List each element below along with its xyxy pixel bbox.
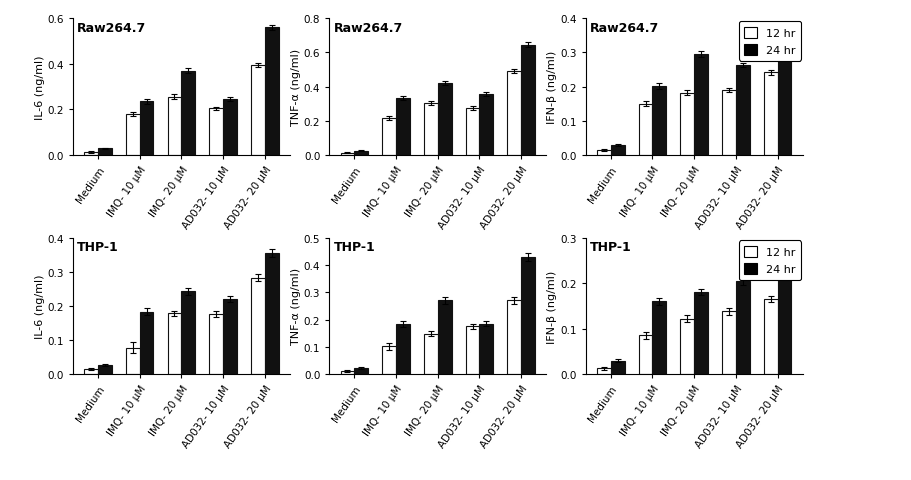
Bar [638,104,651,156]
Bar [735,66,749,156]
Bar [251,278,264,374]
Bar [651,87,666,156]
Bar [680,319,693,374]
Y-axis label: IFN-β (ng/ml): IFN-β (ng/ml) [547,270,557,343]
Bar [466,327,479,374]
Bar [382,347,395,374]
Bar [181,72,195,156]
Bar [354,151,368,156]
Y-axis label: TNF-α (ng/ml): TNF-α (ng/ml) [291,268,301,345]
Text: Raw264.7: Raw264.7 [589,22,659,35]
Bar [507,72,520,156]
Bar [597,150,610,156]
Bar [395,98,409,156]
Text: THP-1: THP-1 [333,241,375,254]
Text: THP-1: THP-1 [589,241,631,254]
Y-axis label: IL-6 (ng/ml): IL-6 (ng/ml) [35,274,45,338]
Bar [264,28,278,156]
Bar [209,109,223,156]
Bar [139,312,153,374]
Bar [340,154,354,156]
Bar [84,370,97,374]
Bar [84,153,97,156]
Bar [763,73,777,156]
Bar [223,300,237,374]
Legend: 12 hr, 24 hr: 12 hr, 24 hr [738,22,801,61]
Bar [466,108,479,156]
Bar [97,149,112,156]
Bar [264,253,278,374]
Bar [126,115,139,156]
Bar [395,324,409,374]
Bar [693,293,707,374]
Bar [722,91,735,156]
Bar [168,314,181,374]
Bar [181,292,195,374]
Bar [223,100,237,156]
Bar [680,94,693,156]
Bar [437,301,451,374]
Bar [777,260,791,374]
Bar [610,361,624,374]
Legend: 12 hr, 24 hr: 12 hr, 24 hr [738,241,801,280]
Bar [251,66,264,156]
Bar [340,371,354,374]
Text: Raw264.7: Raw264.7 [333,22,403,35]
Bar [722,312,735,374]
Text: THP-1: THP-1 [77,241,119,254]
Bar [520,46,535,156]
Y-axis label: IFN-β (ng/ml): IFN-β (ng/ml) [547,51,557,124]
Bar [424,104,437,156]
Y-axis label: IL-6 (ng/ml): IL-6 (ng/ml) [35,55,45,120]
Bar [763,300,777,374]
Bar [651,302,666,374]
Bar [382,119,395,156]
Bar [126,348,139,374]
Bar [168,97,181,156]
Bar [354,369,368,374]
Bar [437,84,451,156]
Bar [507,301,520,374]
Bar [139,102,153,156]
Bar [479,324,493,374]
Y-axis label: TNF-α (ng/ml): TNF-α (ng/ml) [291,49,301,126]
Bar [209,314,223,374]
Bar [479,95,493,156]
Bar [777,36,791,156]
Bar [610,146,624,156]
Bar [424,334,437,374]
Text: Raw264.7: Raw264.7 [77,22,147,35]
Bar [693,55,707,156]
Bar [735,281,749,374]
Bar [638,336,651,374]
Bar [597,369,610,374]
Bar [520,257,535,374]
Bar [97,365,112,374]
